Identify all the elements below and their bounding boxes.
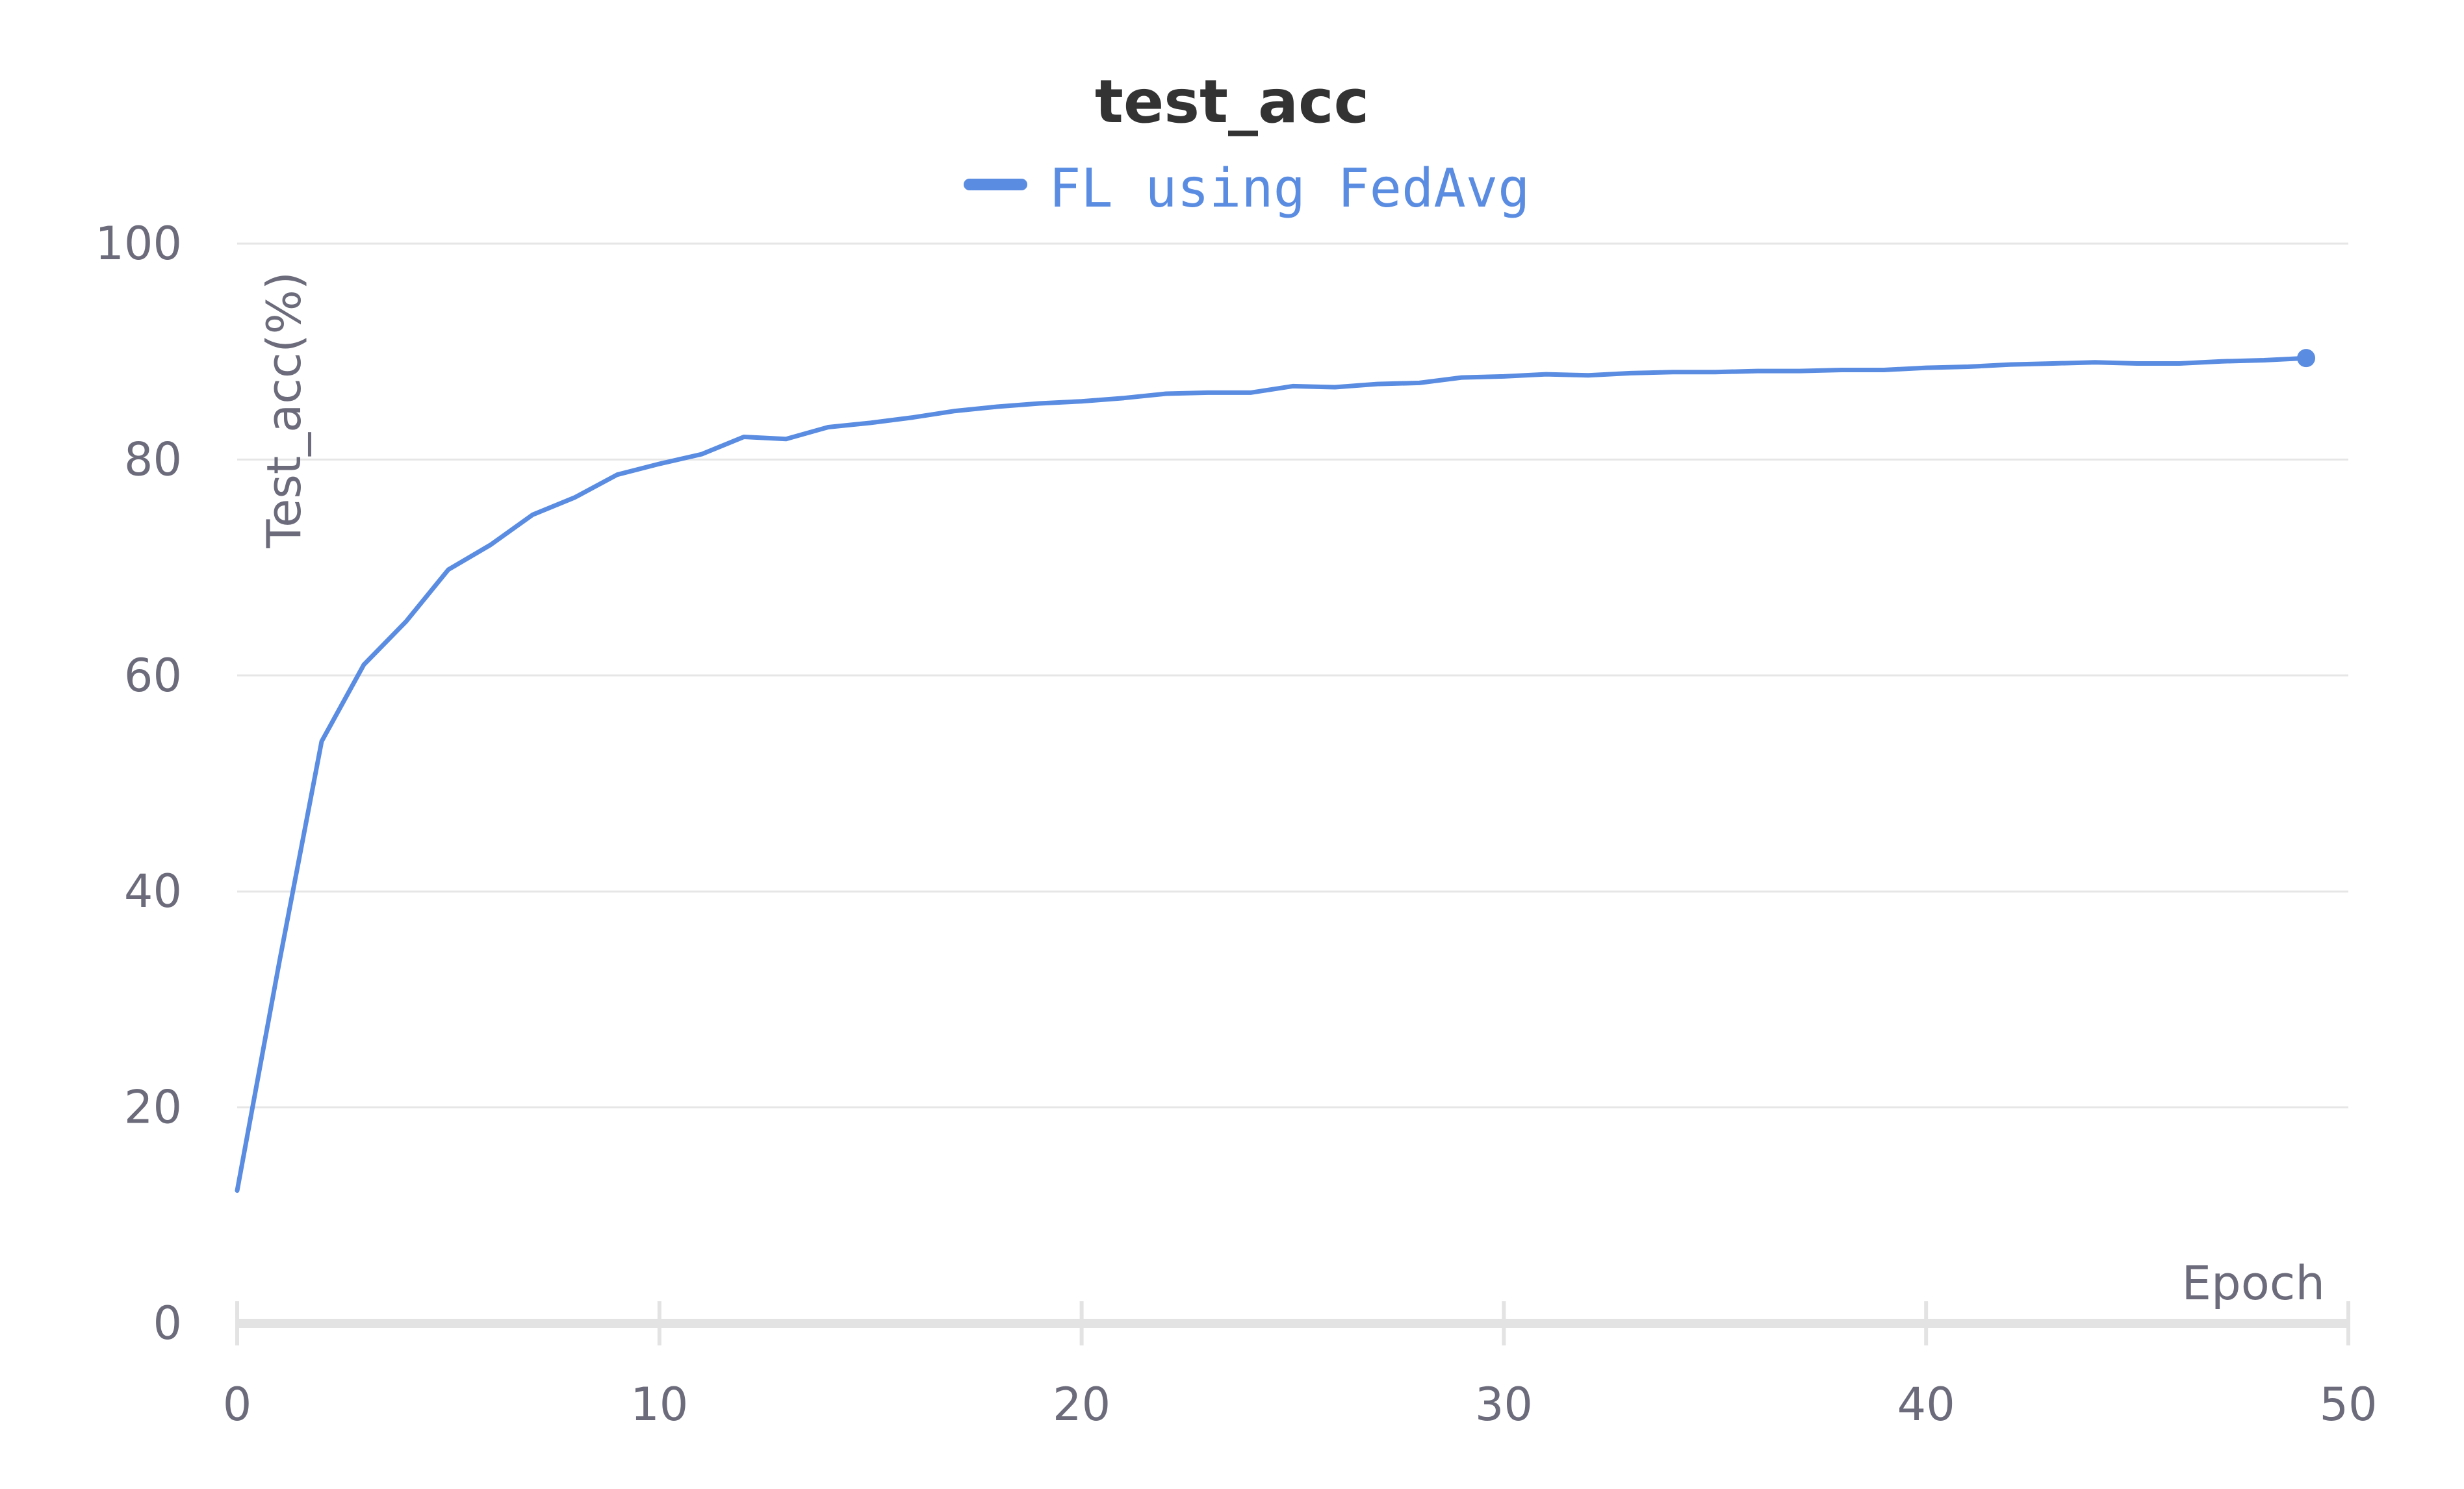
y-axis-label: Test_acc(%): [257, 272, 311, 549]
x-tick-label: 50: [2319, 1378, 2377, 1431]
legend-label: FL using FedAvg: [1049, 158, 1530, 220]
x-axis: 0 10 20 30 40 50: [223, 1301, 2378, 1431]
x-tick-label: 20: [1053, 1378, 1110, 1431]
y-tick-label: 40: [124, 865, 182, 918]
y-axis-ticks: 0 20 40 60 80 100: [95, 217, 182, 1350]
y-tick-label: 100: [95, 217, 182, 270]
chart-title: test_acc: [1095, 67, 1369, 136]
y-tick-label: 20: [124, 1081, 182, 1134]
x-tick-label: 0: [223, 1378, 252, 1431]
y-tick-label: 60: [124, 649, 182, 702]
x-tick-label: 10: [630, 1378, 688, 1431]
gridlines: [237, 242, 2348, 1109]
y-tick-label: 80: [124, 433, 182, 486]
series-layer: [235, 349, 2316, 1193]
series-end-point[interactable]: [2297, 349, 2316, 368]
x-tick-label: 40: [1897, 1378, 1955, 1431]
series-line: [235, 355, 2309, 1193]
x-axis-label: Epoch: [2182, 1256, 2325, 1310]
x-tick-label: 30: [1475, 1378, 1533, 1431]
legend[interactable]: FL using FedAvg: [964, 158, 1530, 220]
y-tick-label: 0: [153, 1297, 182, 1350]
